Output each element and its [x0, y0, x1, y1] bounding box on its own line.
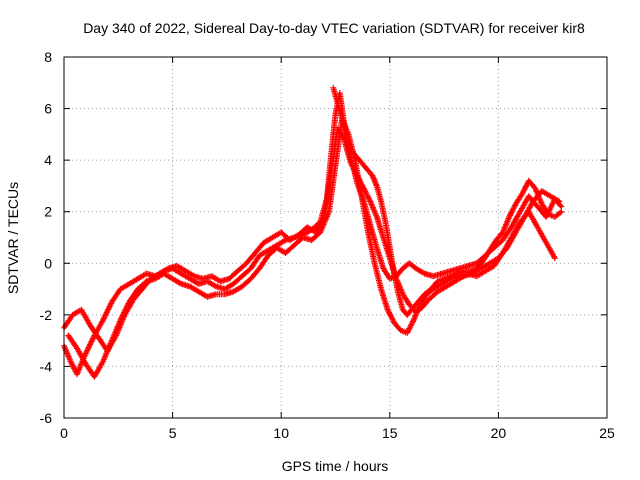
data-points-track-3: [65, 115, 558, 380]
x-tick-label: 20: [491, 425, 507, 441]
data-points-track-1: [61, 90, 565, 378]
y-tick-label: -6: [40, 410, 53, 426]
tick-labels: 0 5 10 15 20 25 -6 -4 -2 0 2 4 6 8: [40, 49, 615, 441]
data-points-track-4: [330, 84, 565, 318]
y-tick-label: 6: [44, 101, 52, 117]
series-track-1: [61, 90, 565, 378]
y-tick-label: -2: [40, 307, 53, 323]
x-axis-label: GPS time / hours: [282, 458, 389, 474]
chart-title: Day 340 of 2022, Sidereal Day-to-day VTE…: [83, 20, 585, 36]
data-series: [61, 84, 565, 380]
x-tick-label: 25: [599, 425, 615, 441]
x-tick-label: 0: [60, 425, 68, 441]
y-tick-label: 8: [44, 49, 52, 65]
y-tick-label: 0: [44, 255, 52, 271]
y-axis-label: SDTVAR / TECUs: [5, 182, 21, 294]
y-tick-label: -4: [40, 358, 53, 374]
plot-frame: [63, 56, 608, 419]
y-tick-label: 4: [44, 152, 52, 168]
x-tick-label: 5: [169, 425, 177, 441]
grid-lines: [64, 57, 607, 418]
y-tick-label: 2: [44, 204, 52, 220]
x-tick-label: 10: [273, 425, 289, 441]
series-track-4: [330, 84, 565, 318]
x-tick-label: 15: [382, 425, 398, 441]
series-track-3: [65, 115, 558, 380]
